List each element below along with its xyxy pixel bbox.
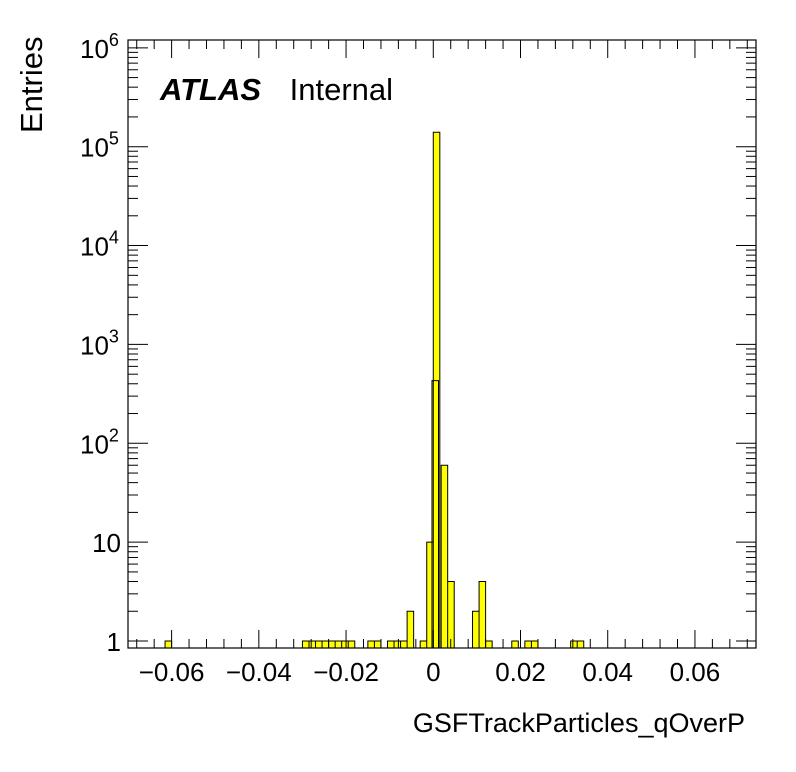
histogram-bin xyxy=(570,641,578,648)
histogram-bin xyxy=(335,641,342,648)
x-axis-label: GSFTrackParticles_qOverP xyxy=(413,708,745,738)
x-tick-labels: −0.06 −0.04 −0.02 0 0.02 0.04 0.06 xyxy=(139,657,721,687)
y-tick-label: 10 xyxy=(92,528,121,558)
histogram-bin xyxy=(531,641,538,648)
histogram-bin xyxy=(479,581,486,648)
y-tick-label: 1 xyxy=(107,627,121,657)
atlas-experiment: ATLAS xyxy=(159,72,261,107)
x-tick-label: −0.06 xyxy=(139,657,205,687)
histogram-bin xyxy=(485,641,493,648)
histogram-bin xyxy=(387,641,395,648)
histogram-bin xyxy=(447,581,455,648)
x-tick-label: 0.06 xyxy=(670,657,721,687)
histogram-bin xyxy=(472,611,480,648)
histogram-bin xyxy=(524,641,532,648)
histogram-bin xyxy=(441,465,448,648)
histogram-bin xyxy=(394,641,401,648)
x-tick-label: 0 xyxy=(426,657,440,687)
y-tick-label: 106 xyxy=(80,30,119,64)
plot-frame xyxy=(127,39,757,649)
histogram-bin xyxy=(407,611,414,648)
histogram-bin xyxy=(328,641,336,648)
histogram-bin xyxy=(341,641,349,648)
x-tick-label: −0.04 xyxy=(226,657,292,687)
histogram-bin xyxy=(165,641,172,648)
x-tick-label: 0.02 xyxy=(495,657,546,687)
y-tick-label: 105 xyxy=(80,129,119,163)
histogram-bin xyxy=(511,641,519,648)
y-tick-label: 102 xyxy=(80,425,119,459)
histogram-bin xyxy=(374,641,381,648)
y-tick-label: 103 xyxy=(80,326,119,360)
atlas-label: ATLAS Internal xyxy=(159,72,393,107)
histogram-bin xyxy=(433,132,440,648)
histogram-bin xyxy=(426,542,434,648)
histogram-bin xyxy=(348,641,355,648)
y-axis-label: Entries xyxy=(14,37,49,133)
y-tick-labels: 1 10 102 103 104 105 106 xyxy=(80,30,121,657)
x-tick-label: −0.02 xyxy=(313,657,379,687)
y-tick-label: 104 xyxy=(80,228,119,262)
histogram-bin xyxy=(315,641,323,648)
histogram-bin xyxy=(322,641,329,648)
histogram-outline xyxy=(164,131,585,648)
histogram-bars xyxy=(165,132,584,648)
histogram-bin xyxy=(420,641,427,648)
histogram-bin xyxy=(367,641,375,648)
x-tick-label: 0.04 xyxy=(582,657,633,687)
histogram-bin xyxy=(577,641,584,648)
atlas-status: Internal xyxy=(290,72,393,107)
histogram-bin xyxy=(400,641,408,648)
histogram-bin xyxy=(302,641,309,648)
axis-ticks xyxy=(128,40,756,648)
histogram-bin xyxy=(308,641,316,648)
